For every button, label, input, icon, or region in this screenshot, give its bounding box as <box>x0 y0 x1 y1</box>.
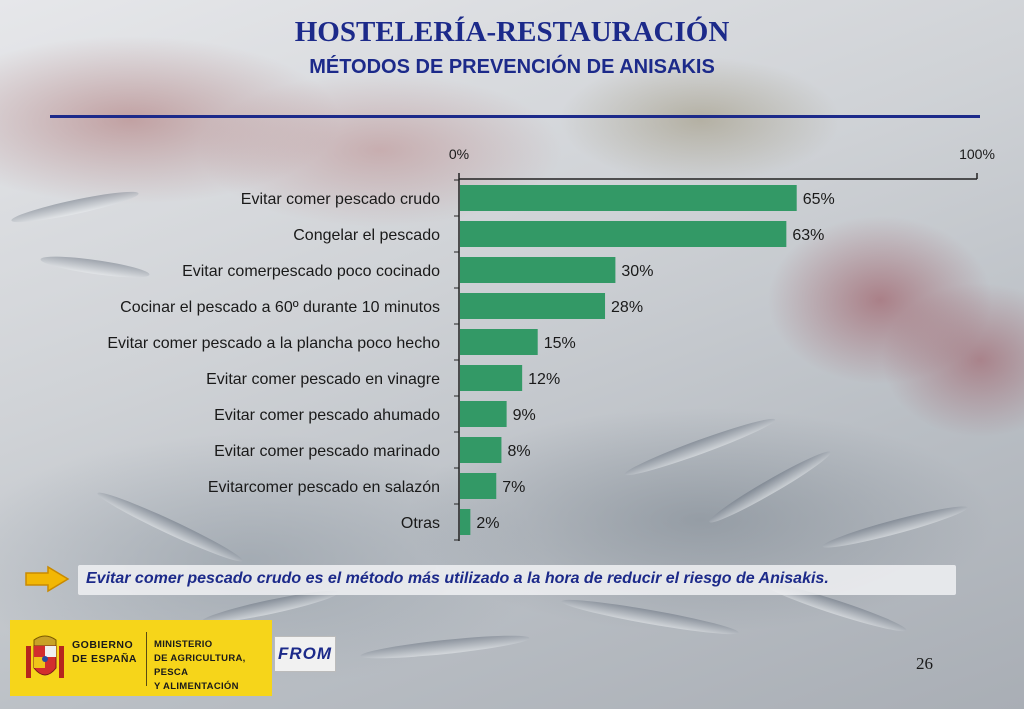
page-subtitle: MÉTODOS DE PREVENCIÓN DE ANISAKIS <box>309 56 715 78</box>
bar <box>460 293 606 319</box>
bar <box>460 257 616 283</box>
value-label: 30% <box>621 263 653 280</box>
bar <box>460 437 502 463</box>
bar <box>460 365 523 391</box>
category-label: Cocinar el pescado a 60º durante 10 minu… <box>120 299 440 316</box>
category-label: Evitar comer pescado ahumado <box>214 407 440 424</box>
bar <box>460 509 471 535</box>
footer-logo-band: GOBIERNO DE ESPAÑA MINISTERIO DE AGRICUL… <box>10 620 272 696</box>
x-tick-label: 0% <box>449 146 469 162</box>
category-label: Evitarcomer pescado en salazón <box>208 479 440 496</box>
category-label: Evitar comer pescado a la plancha poco h… <box>107 335 440 352</box>
value-label: 63% <box>792 227 824 244</box>
value-label: 12% <box>528 371 560 388</box>
category-label: Evitar comer pescado marinado <box>214 443 440 460</box>
bar <box>460 221 787 247</box>
from-logo: FROM <box>274 636 336 672</box>
value-label: 65% <box>803 191 835 208</box>
category-label: Congelar el pescado <box>293 227 440 244</box>
arrow-right-icon <box>25 565 70 593</box>
category-label: Evitar comer pescado crudo <box>241 191 440 208</box>
category-label: Evitar comer pescado en vinagre <box>206 371 440 388</box>
note-box <box>78 565 956 595</box>
value-label: 8% <box>507 443 530 460</box>
bar-chart: 0% 100% Evitar comer pescado crudo 65% Conge… <box>107 146 995 541</box>
government-logo-text: GOBIERNO DE ESPAÑA <box>72 639 137 665</box>
x-tick-label: 100% <box>959 146 995 162</box>
category-label: Otras <box>401 515 440 532</box>
bar <box>460 185 797 211</box>
category-label: Evitar comerpescado poco cocinado <box>182 263 440 280</box>
bar <box>460 329 538 355</box>
logo-separator <box>146 632 147 686</box>
value-label: 7% <box>502 479 525 496</box>
value-label: 9% <box>513 407 536 424</box>
ministry-logo-text: MINISTERIO DE AGRICULTURA, PESCA Y ALIME… <box>154 639 246 692</box>
value-label: 15% <box>544 335 576 352</box>
title-divider <box>50 115 980 118</box>
page-number: 26 <box>916 654 933 673</box>
page-title: HOSTELERÍA-RESTAURACIÓN <box>294 16 730 48</box>
note-text: Evitar comer pescado crudo es el método … <box>86 570 829 587</box>
bar <box>460 473 497 499</box>
value-label: 2% <box>476 515 499 532</box>
bar <box>460 401 507 427</box>
value-label: 28% <box>611 299 643 316</box>
coat-of-arms-icon <box>26 635 64 678</box>
